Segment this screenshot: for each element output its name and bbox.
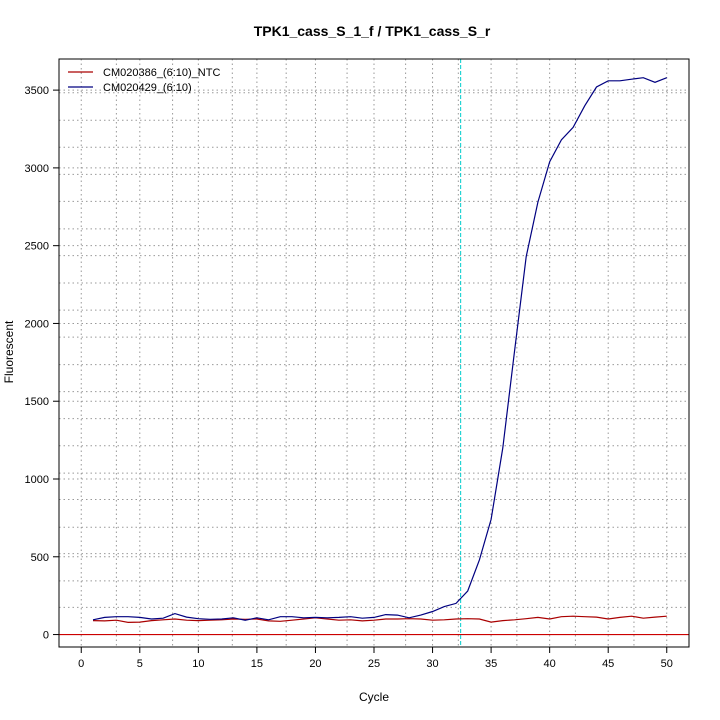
legend-entry: CM020429_(6:10) <box>103 82 192 94</box>
x-tick-label: 35 <box>485 658 497 670</box>
grid <box>59 59 689 647</box>
x-tick-label: 10 <box>192 658 204 670</box>
y-tick-label: 1000 <box>25 474 49 486</box>
x-tick-label: 15 <box>251 658 263 670</box>
legend: CM020386_(6:10)_NTC CM020429_(6:10) <box>68 67 220 94</box>
series-lines <box>92 77 668 624</box>
x-tick-label: 30 <box>426 658 438 670</box>
y-axis-label: Fluorescent <box>2 320 16 383</box>
x-tick-label: 5 <box>137 658 143 670</box>
x-tick-label: 0 <box>78 658 84 670</box>
series-line <box>92 615 667 624</box>
y-tick-label: 0 <box>43 630 49 642</box>
y-tick-label: 2000 <box>25 318 49 330</box>
y-tick-label: 1500 <box>25 396 49 408</box>
y-tick-label: 500 <box>31 552 49 564</box>
x-tick-label: 50 <box>661 658 673 670</box>
reference-lines <box>59 59 689 647</box>
x-tick-label: 45 <box>602 658 614 670</box>
y-tick-label: 2500 <box>25 241 49 253</box>
axes: 0 5 10 15 20 25 30 35 40 45 5005001000150020002500… <box>25 85 673 670</box>
legend-entry: CM020386_(6:10)_NTC <box>103 67 220 79</box>
chart-title: TPK1_cass_S_1_f / TPK1_cass_S_r <box>254 23 491 39</box>
series-line <box>92 77 668 621</box>
x-tick-label: 25 <box>368 658 380 670</box>
y-tick-label: 3500 <box>25 85 49 97</box>
x-tick-label: 40 <box>544 658 556 670</box>
y-tick-label: 3000 <box>25 163 49 175</box>
x-tick-label: 20 <box>309 658 321 670</box>
x-axis-label: Cycle <box>359 690 389 704</box>
